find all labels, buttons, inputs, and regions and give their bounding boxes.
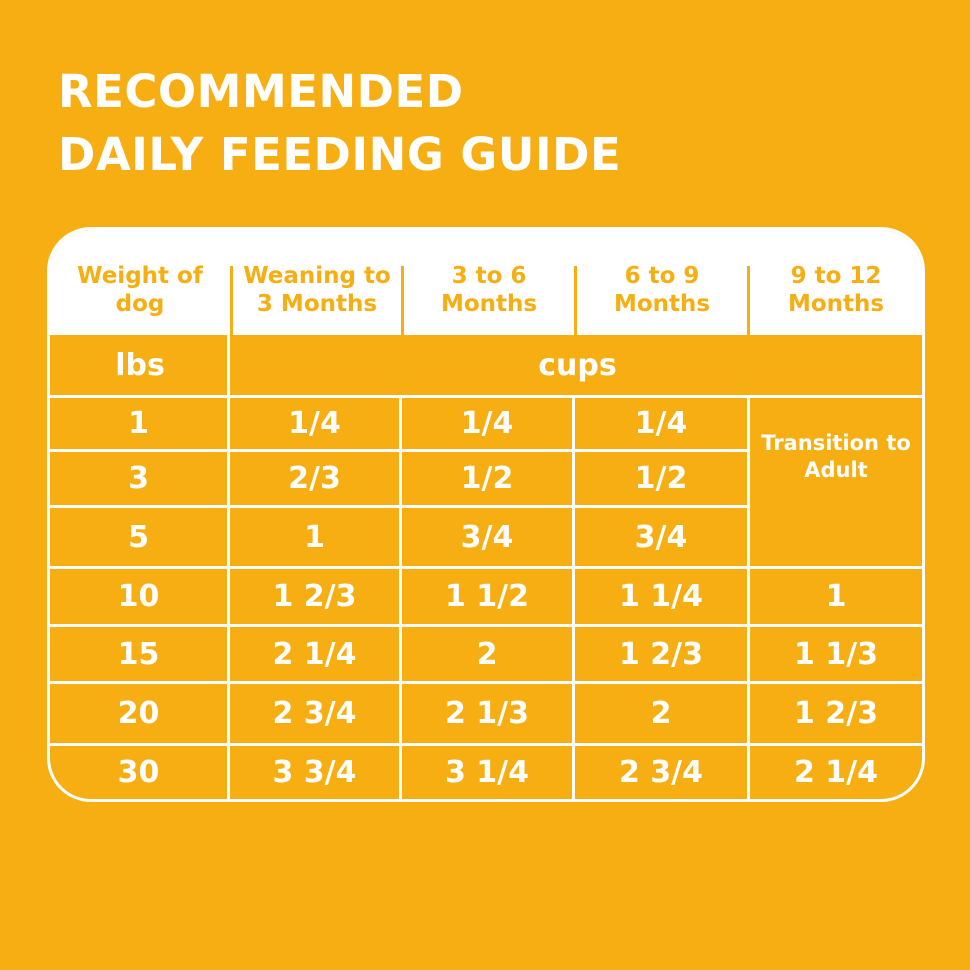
amount-cell: 1/4: [288, 406, 341, 441]
header-divider: [747, 266, 750, 335]
amount-cell: 3/4: [460, 519, 514, 555]
amount-cell: 2 1/4: [272, 636, 357, 672]
header-6-9-months: 6 to 9 Months: [613, 263, 711, 317]
grid-line: [50, 681, 922, 684]
weight-cell: 10: [117, 579, 160, 614]
transition-cell: Transition to Adult: [761, 431, 911, 482]
amount-cell: 1 2/3: [618, 636, 704, 672]
grid-line: [50, 743, 922, 746]
title-line-2: DAILY FEEDING GUIDE: [58, 128, 622, 181]
amount-cell: 3 3/4: [272, 754, 357, 790]
page-title: RECOMMENDED DAILY FEEDING GUIDE: [58, 60, 621, 186]
amount-cell: 1 1/4: [618, 579, 704, 614]
amount-cell: 1/4: [634, 406, 688, 441]
amount-cell: 1 2/3: [272, 579, 357, 614]
grid-line: [50, 566, 922, 569]
title-line-1: RECOMMENDED: [58, 65, 464, 118]
feeding-table: Weight of dog Weaning to 3 Months 3 to 6…: [47, 227, 925, 802]
unit-cups: cups: [538, 347, 617, 383]
grid-line: [50, 505, 747, 508]
weight-cell: 1: [128, 406, 149, 441]
weight-cell: 20: [117, 696, 160, 731]
grid-line: [50, 395, 922, 398]
header-weaning: Weaning to 3 Months: [243, 263, 391, 317]
amount-cell: 1 1/3: [793, 636, 879, 672]
header-weight: Weight of dog: [77, 263, 203, 317]
amount-cell: 1/4: [460, 406, 514, 441]
amount-cell: 2: [476, 636, 498, 672]
amount-cell: 2 3/4: [618, 754, 704, 790]
amount-cell: 1/2: [460, 461, 514, 496]
amount-cell: 1: [304, 519, 325, 555]
amount-cell: 2: [650, 696, 672, 731]
amount-cell: 2 1/3: [444, 696, 530, 731]
grid-line: [399, 395, 402, 799]
grid-line: [50, 624, 922, 627]
header-9-12-months: 9 to 12 Months: [787, 263, 885, 317]
amount-cell: 3/4: [634, 519, 688, 555]
grid-line: [747, 395, 750, 799]
header-divider: [401, 266, 404, 335]
amount-cell: 3 1/4: [444, 754, 530, 790]
header-divider: [574, 266, 577, 335]
weight-cell: 15: [117, 636, 160, 672]
amount-cell: 1 2/3: [793, 696, 879, 731]
header-divider: [230, 266, 233, 335]
unit-lbs: lbs: [115, 347, 165, 383]
amount-cell: 1: [825, 579, 847, 614]
amount-cell: 2 1/4: [793, 754, 879, 790]
amount-cell: 1 1/2: [444, 579, 530, 614]
amount-cell: 2/3: [288, 461, 341, 496]
weight-cell: 30: [117, 754, 160, 790]
header-3-6-months: 3 to 6 Months: [440, 263, 538, 317]
amount-cell: 2 3/4: [272, 696, 357, 731]
table-header: Weight of dog Weaning to 3 Months 3 to 6…: [50, 230, 922, 335]
weight-cell: 5: [128, 519, 149, 555]
grid-line: [572, 395, 575, 799]
weight-cell: 3: [128, 461, 149, 496]
amount-cell: 1/2: [634, 461, 688, 496]
grid-line: [50, 449, 747, 452]
